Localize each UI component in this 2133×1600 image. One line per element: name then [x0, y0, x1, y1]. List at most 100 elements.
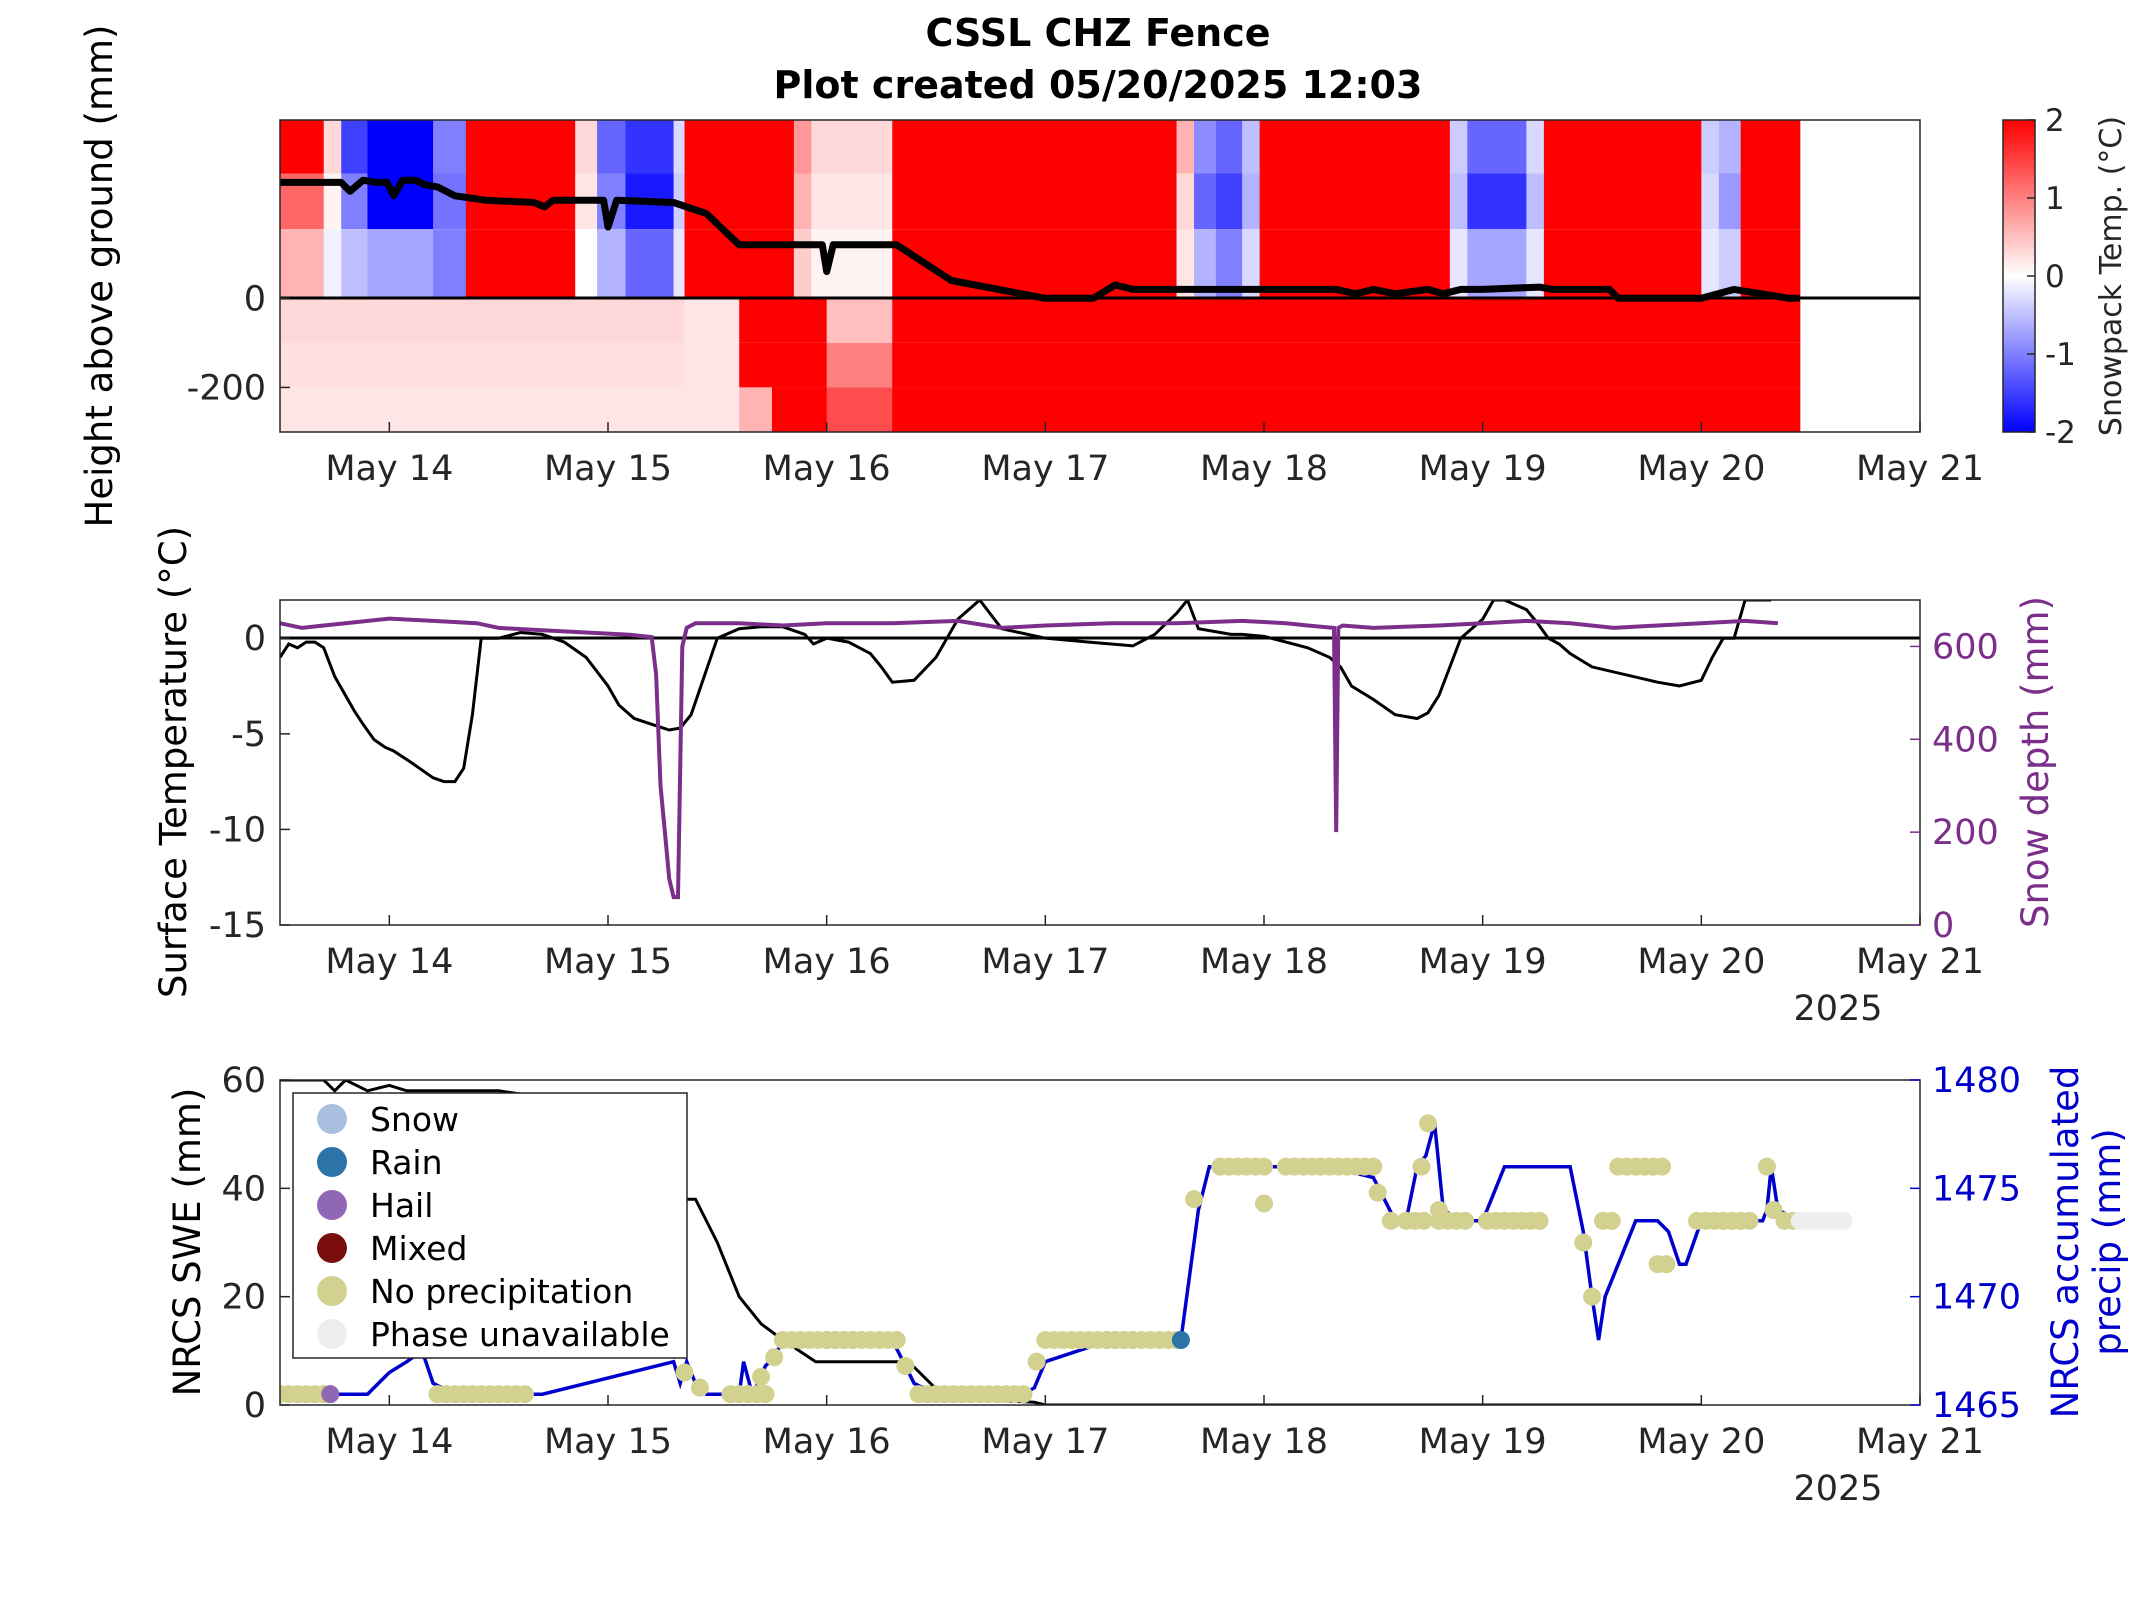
legend-marker [317, 1147, 347, 1177]
legend-label: Rain [370, 1143, 443, 1182]
heatmap-cell [892, 342, 926, 388]
no-precip-marker [1583, 1287, 1601, 1306]
x-tick-label: May 17 [981, 942, 1109, 982]
panel3-right-axis-label-line2: precip (mm) [2086, 1128, 2129, 1355]
x-tick-label: May 16 [763, 449, 891, 489]
heatmap-cell [892, 173, 1178, 230]
heatmap-cell [465, 229, 576, 299]
colorbar-tick-label: -2 [2045, 415, 2076, 451]
no-precip-marker [887, 1331, 906, 1349]
no-precip-marker [1429, 1201, 1448, 1219]
legend-label: No precipitation [370, 1272, 633, 1311]
no-precip-marker [765, 1348, 784, 1367]
heatmap-cell [826, 342, 893, 388]
panel3-y-axis-label: NRCS SWE (mm) [166, 1088, 209, 1397]
heatmap-cell [826, 298, 893, 343]
heatmap-cell [280, 342, 686, 388]
no-precip-marker [1027, 1352, 1046, 1371]
legend-box [292, 1092, 688, 1359]
heatmap-cell [793, 229, 812, 299]
heatmap-cell [772, 387, 828, 432]
heatmap-cell [280, 229, 325, 299]
heatmap-cell [367, 120, 434, 174]
panel3-year-label: 2025 [1793, 1469, 1882, 1509]
no-precip-marker [515, 1385, 534, 1404]
heatmap-cell [684, 120, 795, 174]
heatmap-cell [1242, 120, 1261, 174]
heatmap-cell [925, 298, 1801, 343]
heatmap-cell [1740, 173, 1801, 230]
figure-title: CSSL CHZ Fence [925, 11, 1270, 55]
phase-unavailable-marker [1834, 1211, 1853, 1230]
no-precip-marker [1740, 1211, 1759, 1230]
no-precip-marker [1412, 1157, 1431, 1176]
legend-label: Mixed [370, 1229, 467, 1268]
heatmap-cell [597, 120, 627, 174]
heatmap-cell [1701, 173, 1720, 230]
x-tick-label: May 19 [1419, 449, 1547, 489]
x-tick-label: May 16 [763, 1422, 891, 1462]
heatmap-cell [1242, 229, 1261, 299]
y-tick-label: -10 [209, 810, 266, 850]
panel-surface-temperature: 0 -5 -10 -15 600 400 200 0 May 14 May 15 May 16 M… [152, 526, 2057, 1029]
heatmap-cell [1176, 229, 1195, 299]
heatmap-cell [772, 298, 828, 343]
colorbar-label: Snowpack Temp. (°C) [2094, 116, 2129, 436]
heatmap-cell [1526, 229, 1545, 299]
x-tick-label: May 15 [544, 942, 672, 982]
heatmap-cell [280, 387, 686, 432]
no-precip-marker [1014, 1385, 1033, 1404]
y-tick-label: -15 [209, 906, 266, 946]
right-y-tick-label: 1465 [1932, 1386, 2021, 1426]
heatmap-cell [739, 387, 773, 432]
x-tick-label: May 19 [1419, 942, 1547, 982]
heatmap-cell [684, 387, 740, 432]
no-precip-marker [1414, 1211, 1433, 1230]
snow-depth-series-line [280, 616, 1779, 900]
heatmap-cell [1242, 173, 1261, 230]
x-tick-label: May 21 [1856, 942, 1984, 982]
heatmap-cell [1740, 229, 1801, 299]
heatmap-cell [433, 229, 467, 299]
heatmap-cell [826, 387, 893, 432]
x-tick-label: May 18 [1200, 942, 1328, 982]
colorbar-tick-label: 2 [2045, 103, 2065, 139]
colorbar-tick-label: 1 [2045, 181, 2065, 217]
no-precip-marker [896, 1357, 915, 1375]
y-tick-label: 0 [244, 279, 266, 319]
heatmap-cell [575, 229, 598, 299]
no-precip-marker [1255, 1194, 1273, 1213]
right-y-tick-label: 400 [1932, 720, 1999, 760]
legend-label: Snow [370, 1100, 459, 1139]
heatmap-cell [1701, 229, 1720, 299]
colorbar: 2 1 0 -1 -2 Snowpack Temp. (°C) [2002, 103, 2129, 451]
legend-marker [317, 1233, 347, 1263]
heatmap-cell [684, 342, 740, 388]
x-tick-label: May 18 [1200, 449, 1328, 489]
heatmap-cell [597, 229, 627, 299]
x-tick-label: May 14 [325, 942, 453, 982]
heatmap-cell [811, 173, 893, 230]
heatmap-cell [772, 342, 828, 388]
y-tick-label: 0 [244, 619, 266, 659]
right-y-tick-label: 1470 [1932, 1278, 2021, 1318]
heatmap-cell [1543, 120, 1702, 174]
heatmap-cell [892, 387, 926, 432]
heatmap-cell [367, 229, 434, 299]
heatmap-cell [811, 120, 893, 174]
heatmap-cell [625, 229, 675, 299]
heatmap-cell [673, 229, 686, 299]
heatmap-cell [433, 173, 467, 230]
y-tick-label: 60 [221, 1061, 266, 1101]
heatmap-cell [575, 120, 598, 174]
x-tick-label: May 15 [544, 1422, 672, 1462]
heatmap-cell [433, 120, 467, 174]
heatmap-cell [280, 120, 325, 174]
heatmap-cell [925, 387, 1801, 432]
legend-label: Phase unavailable [370, 1315, 670, 1354]
legend-marker [317, 1276, 347, 1306]
no-precip-marker [1419, 1114, 1437, 1133]
x-tick-label: May 20 [1637, 449, 1765, 489]
heatmap-cell [1176, 120, 1195, 174]
